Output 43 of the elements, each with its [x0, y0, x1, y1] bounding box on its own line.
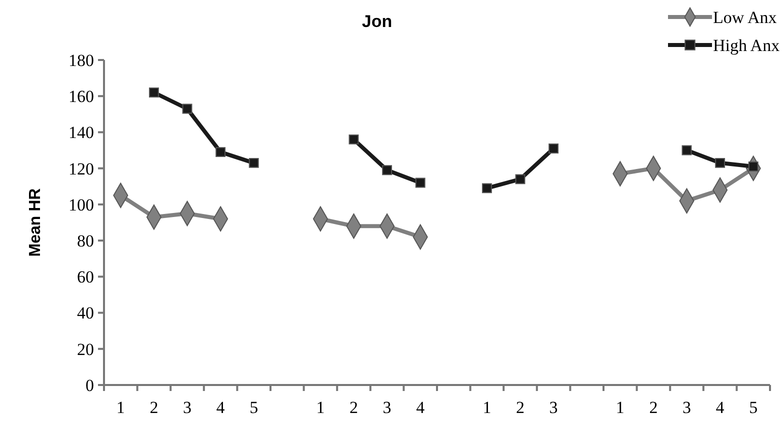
x-tick-label: 5 — [250, 398, 258, 417]
x-tick-label: 3 — [183, 398, 192, 417]
x-tick-label: 2 — [150, 398, 158, 417]
legend-label: Low Anx — [713, 8, 778, 27]
y-axis-title: Mean HR — [27, 188, 44, 257]
x-tick-label: 4 — [216, 398, 226, 417]
point — [482, 183, 492, 194]
point — [216, 147, 226, 158]
x-tick-label: 4 — [716, 398, 725, 417]
point — [515, 174, 526, 184]
point — [382, 165, 392, 176]
x-tick-label: 1 — [316, 398, 325, 417]
x-tick-label: 2 — [649, 398, 658, 417]
x-tick-label: 5 — [749, 398, 758, 417]
y-tick-label: 20 — [77, 340, 94, 359]
y-tick-label: 0 — [86, 376, 94, 395]
y-tick-label: 60 — [77, 268, 94, 287]
y-tick-label: 120 — [68, 159, 94, 178]
x-tick-label: 4 — [416, 398, 426, 417]
x-tick-label: 1 — [482, 398, 492, 417]
y-tick-label: 140 — [68, 123, 94, 142]
point — [682, 145, 692, 156]
chart-title: Jon — [362, 12, 392, 31]
x-tick-label: 3 — [382, 398, 392, 417]
legend-label: High Anx — [713, 36, 780, 55]
x-tick-label: 1 — [116, 398, 125, 417]
point — [548, 144, 559, 154]
x-tick-label: 1 — [616, 398, 624, 417]
x-tick-label: 3 — [682, 398, 691, 417]
y-tick-label: 180 — [68, 50, 94, 70]
point — [348, 134, 359, 144]
y-tick-label: 100 — [68, 195, 94, 214]
x-tick-label: 3 — [549, 398, 558, 417]
point — [415, 178, 426, 188]
point — [182, 104, 192, 114]
y-tick-label: 160 — [68, 87, 94, 106]
point — [148, 88, 159, 98]
x-tick-label: 2 — [516, 398, 524, 417]
point — [715, 158, 726, 168]
point — [248, 158, 259, 168]
x-tick-label: 2 — [350, 398, 358, 417]
y-tick-label: 40 — [77, 304, 94, 323]
y-tick-label: 80 — [77, 232, 94, 251]
